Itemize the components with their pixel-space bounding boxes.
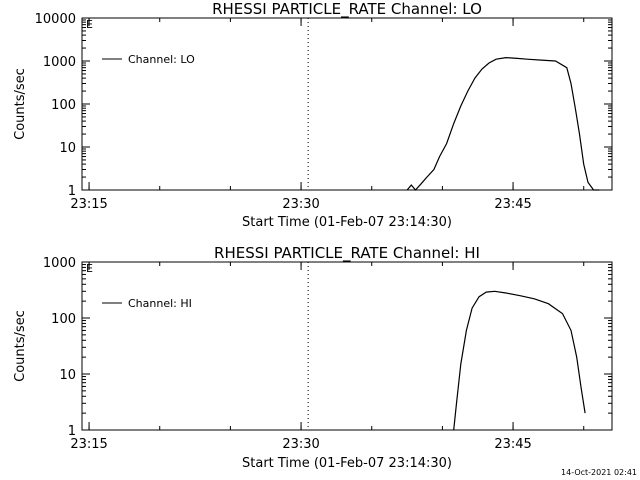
- x-tick-label: 23:45: [494, 197, 531, 212]
- y-tick-label: 1: [68, 184, 76, 199]
- x-tick-label: 23:45: [494, 437, 531, 452]
- chart-panel-1: RHESSI PARTICLE_RATE Channel: LO Start Ti…: [13, 0, 613, 230]
- plot-frame: [81, 261, 613, 431]
- chart-title: RHESSI PARTICLE_RATE Channel: LO: [212, 0, 482, 19]
- series-line-1: [406, 56, 600, 191]
- timestamp-label: 14-Oct-2021 02:41: [561, 468, 637, 477]
- x-tick-label: 23:15: [70, 197, 107, 212]
- y-tick-label: 1: [68, 424, 76, 439]
- y-tick-label: 10: [59, 141, 76, 156]
- x-tick-label: 23:30: [282, 437, 319, 452]
- y-tick-label: 100: [51, 98, 76, 113]
- y-tick-label: 100: [51, 312, 76, 327]
- y-tick-label: 10000: [35, 12, 76, 27]
- x-axis-label: Start Time (01-Feb-07 23:14:30): [242, 456, 452, 471]
- marker-label: E: [86, 262, 93, 275]
- x-tick-label: 23:30: [282, 197, 319, 212]
- y-axis-label: Counts/sec: [13, 310, 28, 382]
- marker-label: E: [86, 18, 93, 31]
- y-tick-label: 10: [59, 368, 76, 383]
- chart-panel-2: RHESSI PARTICLE_RATE Channel: HI Start Ti…: [13, 244, 613, 471]
- plot-frame: [81, 17, 613, 191]
- series-line-1: [453, 290, 586, 431]
- x-tick-label: 23:15: [70, 437, 107, 452]
- chart-title: RHESSI PARTICLE_RATE Channel: HI: [214, 244, 480, 263]
- y-axis-label: Counts/sec: [13, 68, 28, 140]
- y-tick-label: 1000: [43, 55, 76, 70]
- legend-label: Channel: HI: [128, 297, 192, 310]
- x-axis-label: Start Time (01-Feb-07 23:14:30): [242, 215, 452, 230]
- legend-label: Channel: LO: [128, 53, 195, 66]
- y-tick-label: 1000: [43, 256, 76, 271]
